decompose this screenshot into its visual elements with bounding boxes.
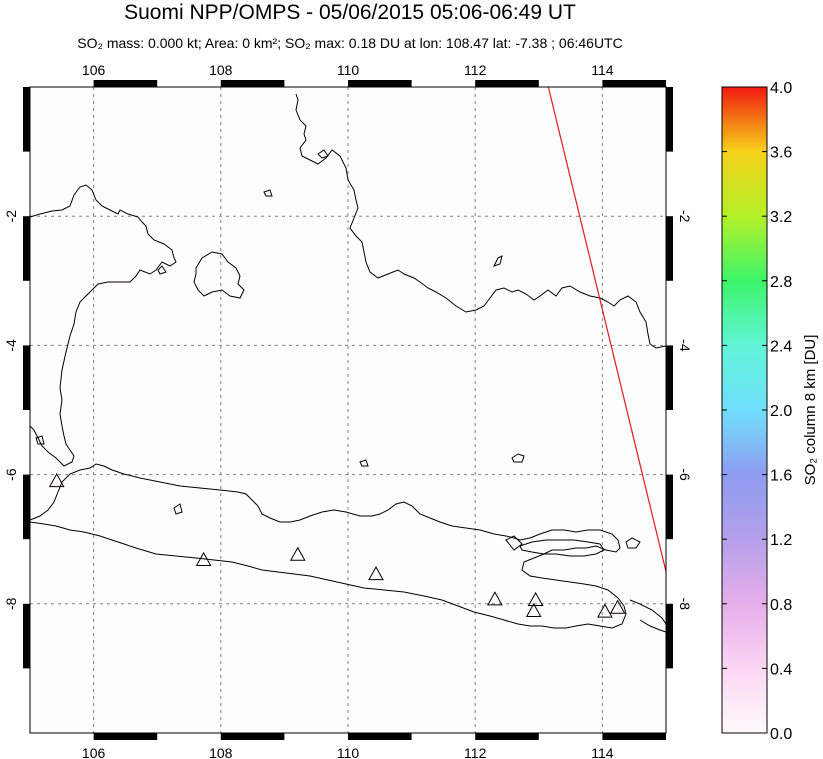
colorbar-tick-label: 3.6 <box>770 145 792 162</box>
coastline-madura <box>519 539 605 557</box>
border-bar-bottom <box>348 733 412 740</box>
coastline-bangka <box>193 251 245 299</box>
border-bar-bottom <box>220 733 285 740</box>
lat-label-right: -8 <box>677 598 693 611</box>
border-bar-right <box>666 474 673 540</box>
lat-label-right: -4 <box>677 339 693 352</box>
lon-label-top: 106 <box>82 62 106 78</box>
border-bar-top <box>348 80 412 87</box>
orbit-edge-line <box>547 87 666 572</box>
coastline-islet-d <box>263 189 273 197</box>
border-bar-bottom <box>93 733 158 740</box>
colorbar <box>721 86 768 734</box>
border-bar-left <box>23 603 30 669</box>
lat-label-left: -2 <box>3 210 19 223</box>
coastline-karimunjawa <box>511 453 525 463</box>
coastline-islet-g <box>157 265 167 275</box>
lon-label-top: 108 <box>209 62 233 78</box>
coastline-bawean <box>625 537 641 549</box>
coastline-islet-c <box>359 459 369 467</box>
lat-label-right: -2 <box>677 210 693 223</box>
volcano-ijen <box>609 599 626 614</box>
lon-label-top: 114 <box>591 62 614 78</box>
colorbar-tick-label: 4.0 <box>770 80 792 97</box>
coastlines <box>30 93 666 633</box>
lat-labels-right: -2 -4 -6 -8 <box>677 210 693 610</box>
colorbar-tick-label: 1.6 <box>770 468 792 485</box>
map-border-bars <box>23 80 673 740</box>
lon-label-bottom: 110 <box>337 745 360 759</box>
lon-labels-top: 106 108 110 112 114 <box>82 62 614 78</box>
colorbar-tick-label: 0.0 <box>770 726 792 743</box>
lat-label-left: -4 <box>3 339 19 352</box>
border-bar-right <box>666 216 673 281</box>
map-frame <box>29 86 667 734</box>
colorbar-tick-label: 2.4 <box>770 338 792 355</box>
coastline-islet-f <box>173 503 183 515</box>
border-bar-left <box>23 87 30 152</box>
border-bar-bottom <box>475 733 539 740</box>
volcano-markers <box>48 473 626 618</box>
coastline-bali <box>629 599 666 633</box>
border-bar-left <box>23 216 30 281</box>
volcano-raung <box>597 603 613 618</box>
lat-labels-left: -2 -4 -6 -8 <box>3 210 19 610</box>
coastline-islet-h <box>505 535 523 551</box>
colorbar-tick-label: 2.8 <box>770 274 792 291</box>
volcano-tangkuban-perahu <box>195 551 212 566</box>
volcano-krakatau <box>48 473 65 488</box>
colorbar-ticks: 0.0 0.4 0.8 1.2 1.6 2.0 2.4 2.8 3.2 3.6 4.0 <box>722 80 792 743</box>
volcano-merapi <box>368 566 384 581</box>
coastline-islet-a <box>493 255 503 267</box>
border-bar-top <box>602 80 666 87</box>
colorbar-tick-label: 2.0 <box>770 403 792 420</box>
coastline-islet-e <box>35 435 45 445</box>
map-title: Suomi NPP/OMPS - 05/06/2015 05:06-06:49 … <box>124 1 576 24</box>
lon-label-bottom: 112 <box>464 745 487 759</box>
border-bar-left <box>23 474 30 540</box>
border-bar-bottom <box>602 733 666 740</box>
coastline-sumatra <box>30 184 177 467</box>
border-bar-top <box>93 80 158 87</box>
colorbar-label: SO₂ column 8 km [DU] <box>802 335 819 486</box>
coastline-borneo <box>295 93 666 349</box>
lon-label-bottom: 108 <box>209 745 233 759</box>
volcano-kelut <box>487 591 503 606</box>
lon-label-top: 112 <box>464 62 487 78</box>
volcano-bromo <box>527 591 544 607</box>
lon-labels-bottom: 106 108 110 112 114 <box>82 745 614 759</box>
map-subtitle: SO₂ mass: 0.000 kt; Area: 0 km²; SO₂ max… <box>77 35 623 51</box>
coastline-islet-b <box>317 149 329 159</box>
border-bar-top <box>475 80 539 87</box>
lon-label-top: 110 <box>337 62 360 78</box>
colorbar-tick-label: 0.4 <box>770 661 792 678</box>
colorbar-tick-label: 1.2 <box>770 532 792 549</box>
border-bar-top <box>220 80 285 87</box>
colorbar-tick-label: 0.8 <box>770 597 792 614</box>
coastline-java <box>30 463 627 629</box>
border-bar-right <box>666 345 673 410</box>
lat-label-left: -8 <box>3 597 19 610</box>
colorbar-tick-label: 3.2 <box>770 209 792 226</box>
lat-label-right: -6 <box>677 468 693 481</box>
lat-label-left: -6 <box>3 468 19 481</box>
border-bar-right <box>666 87 673 152</box>
lon-label-bottom: 114 <box>591 745 614 759</box>
lon-label-bottom: 106 <box>82 745 106 759</box>
border-bar-left <box>23 345 30 410</box>
volcano-slamet <box>289 546 306 561</box>
volcano-semeru <box>525 602 542 618</box>
border-bar-right <box>666 603 673 669</box>
